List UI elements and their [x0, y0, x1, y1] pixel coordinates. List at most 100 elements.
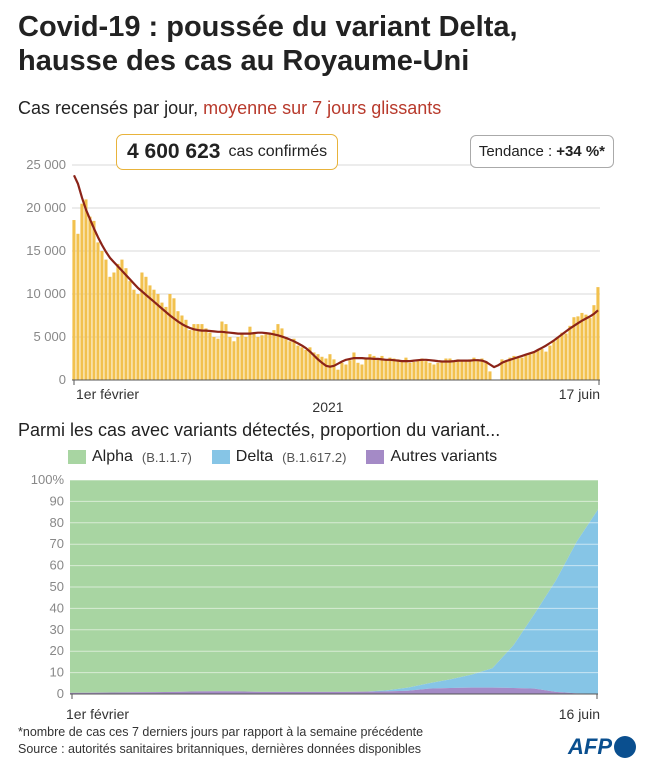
daily-case-bar: [588, 318, 592, 380]
daily-case-bar: [468, 359, 472, 380]
daily-case-bar: [256, 337, 260, 380]
legend-label-others: Autres variants: [390, 448, 498, 465]
total-cases-number: 4 600 623: [127, 140, 221, 163]
legend-code-delta: (B.1.617.2): [282, 449, 347, 465]
daily-case-bar: [280, 328, 284, 380]
daily-case-bar: [332, 359, 336, 380]
daily-case-bar: [512, 355, 516, 380]
y-tick-label: 20 000: [26, 200, 66, 215]
daily-case-bar: [296, 345, 300, 380]
x-end-label: 17 juin: [559, 386, 600, 402]
daily-case-bar: [208, 332, 212, 380]
daily-case-bar: [232, 341, 236, 380]
daily-case-bar: [392, 358, 396, 380]
daily-case-bar: [448, 358, 452, 380]
daily-case-bar: [336, 369, 340, 380]
daily-case-bar: [596, 287, 600, 380]
y-tick-label: 100%: [31, 472, 65, 487]
daily-case-bar: [128, 281, 132, 380]
daily-case-bar: [388, 357, 392, 380]
daily-case-bar: [520, 357, 524, 380]
daily-case-bar: [240, 332, 244, 380]
daily-case-bar: [540, 349, 544, 380]
daily-case-bar: [236, 337, 240, 380]
y-tick-label: 10: [50, 665, 64, 680]
y-tick-label: 60: [50, 558, 64, 573]
daily-case-bar: [272, 330, 276, 380]
daily-case-bar: [412, 361, 416, 380]
daily-case-bar: [252, 332, 256, 380]
daily-case-bar: [136, 294, 140, 380]
daily-case-bar: [132, 289, 136, 380]
daily-case-bar: [148, 285, 152, 380]
chart-subtitle: Cas recensés par jour, moyenne sur 7 jou…: [18, 98, 441, 119]
area-autres-variants: [70, 687, 598, 694]
daily-case-bar: [576, 316, 580, 380]
y-tick-label: 0: [59, 372, 66, 387]
daily-case-bar: [420, 358, 424, 380]
footnote-source: Source : autorités sanitaires britanniqu…: [18, 742, 422, 756]
daily-case-bar: [424, 361, 428, 380]
trend-value: +34 %*: [556, 143, 605, 160]
daily-case-bar: [124, 268, 128, 380]
daily-case-bar: [304, 349, 308, 380]
daily-case-bar: [500, 359, 504, 380]
daily-case-bar: [368, 354, 372, 380]
daily-case-bar: [472, 357, 476, 380]
variants-section-title: Parmi les cas avec variants détectés, pr…: [18, 420, 501, 440]
legend-swatch-alpha: [68, 450, 86, 464]
rolling-average-line: [73, 174, 599, 369]
daily-case-bar: [300, 347, 304, 380]
daily-case-bar: [508, 357, 512, 380]
legend-label-delta: Delta: [235, 448, 274, 465]
daily-case-bar: [352, 352, 356, 380]
y-tick-label: 30: [50, 622, 64, 637]
footnote: *nombre de cas ces 7 derniers jours par …: [18, 724, 423, 758]
afp-logo-dot: [614, 736, 636, 758]
daily-case-bar: [120, 259, 124, 380]
daily-case-bar: [260, 335, 264, 380]
daily-case-bar: [372, 355, 376, 380]
daily-case-bar: [568, 325, 572, 380]
daily-case-bar: [552, 341, 556, 380]
daily-case-bar: [212, 337, 216, 380]
daily-case-bar: [432, 364, 436, 380]
daily-case-bar: [428, 362, 432, 380]
afp-logo-text: AFP: [568, 734, 612, 759]
daily-case-bar: [452, 361, 456, 380]
daily-case-bar: [344, 364, 348, 380]
daily-case-bar: [228, 337, 232, 380]
daily-case-bar: [364, 358, 368, 380]
trend-box: Tendance : +34 %*: [469, 135, 614, 168]
daily-case-bar: [104, 259, 108, 380]
legend-item-alpha: Alpha (B.1.1.7): [68, 448, 192, 466]
legend-item-others: Autres variants: [366, 448, 497, 466]
title-line-2: hausse des cas au Royaume-Uni: [18, 45, 470, 77]
y-tick-label: 50: [50, 579, 64, 594]
area-alpha: [70, 480, 598, 693]
daily-case-bar: [264, 334, 268, 380]
daily-case-bar: [308, 347, 312, 380]
daily-case-bar: [444, 358, 448, 380]
daily-case-bar: [312, 352, 316, 380]
daily-case-bar: [156, 294, 160, 380]
daily-case-bar: [340, 362, 344, 380]
daily-case-bar: [572, 317, 576, 380]
daily-case-bar: [360, 364, 364, 380]
daily-case-bar: [476, 359, 480, 380]
y-tick-label: 0: [57, 686, 64, 701]
daily-case-bar: [480, 358, 484, 380]
total-cases-label: cas confirmés: [228, 143, 328, 160]
legend-label-alpha: Alpha: [92, 448, 133, 465]
legend-code-alpha: (B.1.1.7): [141, 449, 192, 465]
daily-case-bar: [408, 362, 412, 380]
x-end-label: 16 juin: [559, 706, 600, 722]
daily-case-bar: [560, 332, 564, 380]
daily-case-bar: [532, 352, 536, 380]
daily-case-bar: [320, 356, 324, 380]
daily-case-bar: [436, 362, 440, 380]
y-tick-label: 10 000: [26, 286, 66, 301]
daily-case-bar: [164, 306, 168, 380]
daily-case-bar: [488, 371, 492, 380]
